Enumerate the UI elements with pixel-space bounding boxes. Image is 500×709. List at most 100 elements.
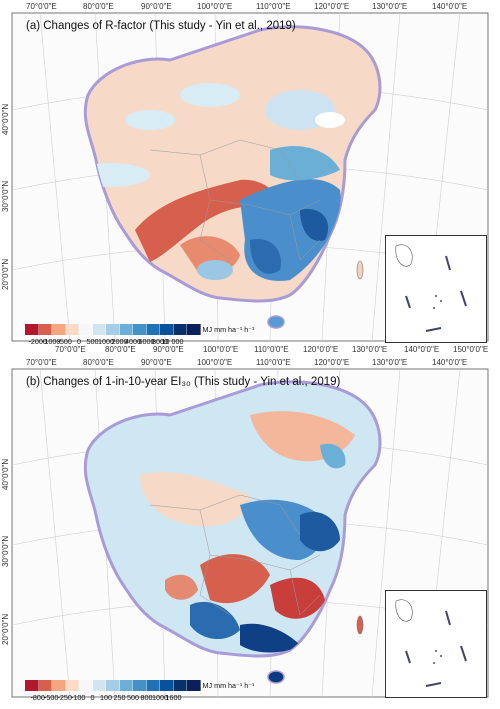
legend-colorbar-a xyxy=(25,324,201,335)
inset-map-b xyxy=(385,590,487,698)
lon-label-bottom: 130°0'0"E xyxy=(352,345,388,354)
lon-label-bottom: 100°0'0"E xyxy=(203,345,239,354)
inset-map-a xyxy=(385,235,487,343)
legend-tick-label: -100 xyxy=(71,693,86,702)
legend-unit: MJ mm ha⁻¹ h⁻¹ xyxy=(202,325,255,334)
legend-swatch xyxy=(79,680,93,691)
legend-tick-label: -2000 xyxy=(28,337,47,346)
inset-islands-b xyxy=(395,599,467,687)
legend-tick-label: -800 xyxy=(30,693,45,702)
legend-labels-b: -800 -500 -250 -100 0 100 250 500 800 1000 1600 MJ … xyxy=(22,681,342,703)
map-canvas-a xyxy=(11,12,489,342)
lon-label-top: 100°0'0"E xyxy=(197,2,233,11)
island-hainan-b xyxy=(267,670,285,684)
legend-tick-label: -250 xyxy=(57,693,72,702)
legend-swatch xyxy=(38,680,52,691)
legend-swatch xyxy=(187,680,201,691)
lon-label-bottom: 150°0'0"E xyxy=(453,345,489,354)
lon-label-top: 140°0'0"E xyxy=(432,2,468,11)
lon-label-top: 130°0'0"E xyxy=(372,358,408,367)
lon-label-bottom: 70°0'0"E xyxy=(55,345,86,354)
legend-tick-label: 10 000 xyxy=(161,337,184,346)
lon-label-top: 110°0'0"E xyxy=(256,2,291,11)
legend-swatch xyxy=(146,324,160,335)
legend-swatch xyxy=(173,680,187,691)
legend-swatch xyxy=(173,324,187,335)
legend-tick-label: 1600 xyxy=(165,693,182,702)
legend-swatch xyxy=(65,324,79,335)
legend-swatch xyxy=(187,324,201,335)
legend-swatch xyxy=(25,324,39,335)
legend-swatch xyxy=(92,324,106,335)
island-hainan-a xyxy=(267,315,285,329)
lon-label-top: 80°0'0"E xyxy=(83,2,114,11)
legend-tick-label: 250 xyxy=(113,693,126,702)
lon-label-top: 70°0'0"E xyxy=(26,358,57,367)
legend-labels-a: -2000 -1000 -500 0 500 1000 2000 4000 6000 8000 10… xyxy=(22,325,342,347)
province-lines-a xyxy=(149,139,321,261)
legend-swatch xyxy=(52,324,66,335)
lon-label-top: 120°0'0"E xyxy=(314,2,350,11)
island-taiwan-b xyxy=(356,615,364,635)
value-patches-b xyxy=(140,411,355,653)
legend-swatch xyxy=(38,324,52,335)
legend-tick-label: 2000 xyxy=(111,337,128,346)
legend-swatch xyxy=(52,680,66,691)
legend-swatch xyxy=(106,324,120,335)
lon-label-top: 70°0'0"E xyxy=(26,2,57,11)
legend-tick-label: 6000 xyxy=(138,337,155,346)
lon-label-top: 110°0'0"E xyxy=(256,358,291,367)
legend-tick-label: 0 xyxy=(77,337,81,346)
legend-swatch xyxy=(25,680,39,691)
legend-swatch xyxy=(92,680,106,691)
lon-label-top: 90°0'0"E xyxy=(141,358,172,367)
legend-swatch xyxy=(79,324,93,335)
lat-label-left: 40°0'0"N xyxy=(1,103,10,135)
lat-label-left: 30°0'0"N xyxy=(1,535,10,567)
map-panel-a: (a) Changes of R-factor (This study - Yi… xyxy=(1,2,489,354)
island-taiwan-a xyxy=(356,260,364,280)
legend-swatch xyxy=(160,680,174,691)
legend-tick-label: -500 xyxy=(57,337,72,346)
map-panel-b: (b) Changes of 1-in-10-year EI₃₀ (This s… xyxy=(0,355,500,709)
lat-label-left: 30°0'0"N xyxy=(1,180,10,212)
lon-label-top: 120°0'0"E xyxy=(314,358,350,367)
legend-swatch xyxy=(119,324,133,335)
panel-title-b: (b) Changes of 1-in-10-year EI₃₀ (This s… xyxy=(26,376,341,388)
lon-label-bottom: 120°0'0"E xyxy=(303,345,339,354)
value-patches-a xyxy=(85,83,345,281)
panel-title-a: (a) Changes of R-factor (This study - Yi… xyxy=(26,20,296,32)
legend-swatch xyxy=(65,680,79,691)
lon-label-top: 140°0'0"E xyxy=(432,358,468,367)
legend-swatch xyxy=(160,324,174,335)
legend-colorbar-b xyxy=(25,680,201,691)
legend-swatch xyxy=(106,680,120,691)
lat-label-left: 20°0'0"N xyxy=(1,258,10,290)
lat-label-left: 40°0'0"N xyxy=(1,458,10,490)
legend-tick-label: 0 xyxy=(90,693,95,702)
lon-label-bottom: 140°0'0"E xyxy=(404,345,440,354)
legend-swatch xyxy=(119,680,133,691)
inset-islands-a xyxy=(395,244,467,332)
lon-label-top: 130°0'0"E xyxy=(372,2,408,11)
lat-label-left: 20°0'0"N xyxy=(1,613,10,645)
lon-label-top: 100°0'0"E xyxy=(197,358,233,367)
legend-tick-label: 500 xyxy=(86,337,99,346)
lon-label-top: 90°0'0"E xyxy=(141,2,172,11)
legend-tick-label: 1000 xyxy=(98,337,114,346)
lon-label-top: 80°0'0"E xyxy=(83,358,114,367)
lon-label-bottom: 110°0'0"E xyxy=(254,345,289,354)
legend-tick-label: 8000 xyxy=(152,337,168,346)
legend-tick-label: 4000 xyxy=(125,337,141,346)
legend-tick-label: 500 xyxy=(127,693,139,702)
lon-label-bottom: 80°0'0"E xyxy=(105,345,136,354)
legend-unit: MJ mm ha⁻¹ h⁻¹ xyxy=(202,681,255,690)
legend-tick-label: -1000 xyxy=(42,337,61,346)
legend-swatch xyxy=(133,324,147,335)
legend-swatch xyxy=(133,680,147,691)
lon-label-bottom: 90°0'0"E xyxy=(153,345,184,354)
legend-tick-label: 1000 xyxy=(152,693,168,702)
legend-tick-label: 800 xyxy=(140,693,153,702)
legend-tick-label: 100 xyxy=(100,693,112,702)
legend-tick-label: -500 xyxy=(44,693,59,702)
